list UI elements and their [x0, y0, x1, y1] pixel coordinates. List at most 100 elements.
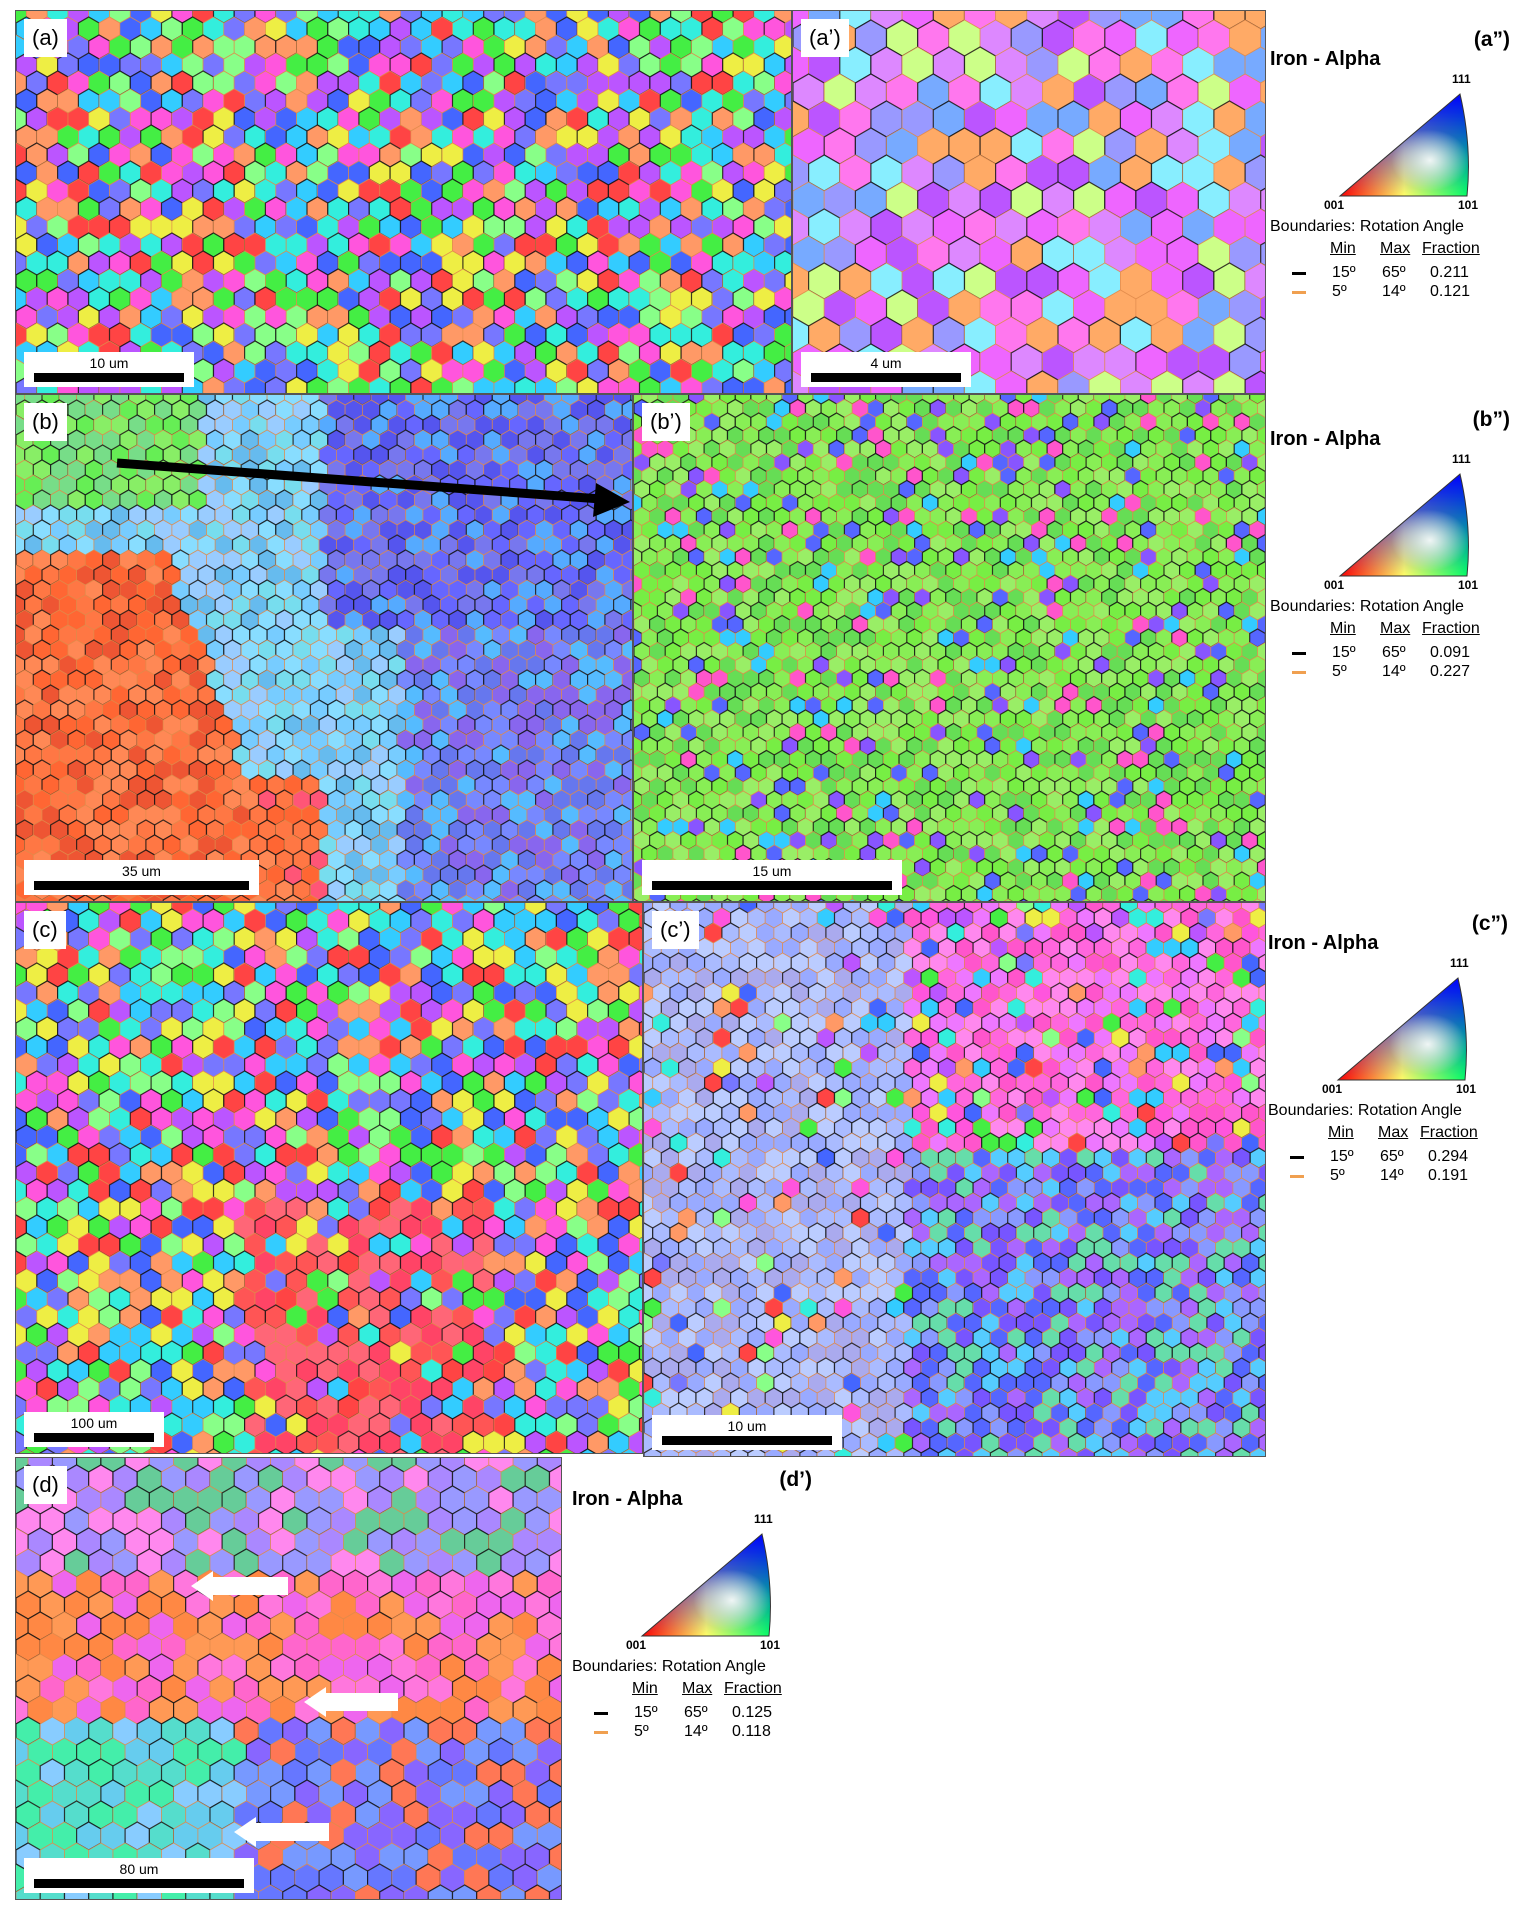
panel-label: (b’) — [642, 403, 690, 441]
ebsd-map-panel: (c) 100 um — [15, 902, 643, 1454]
scale-bar-text: 35 um — [122, 863, 161, 879]
grain — [16, 903, 27, 916]
grain — [1085, 884, 1103, 901]
grain — [1257, 588, 1265, 607]
grain — [784, 19, 791, 39]
ebsd-map-panel: (a’) 4 um — [792, 10, 1266, 394]
grain — [16, 11, 27, 24]
arrow-shaft — [116, 458, 602, 504]
grain — [878, 898, 889, 901]
scale-bar-line — [34, 881, 249, 890]
grain — [1264, 444, 1265, 454]
grain — [630, 508, 632, 522]
grain — [691, 898, 702, 901]
grain — [1257, 615, 1265, 634]
grain — [707, 898, 717, 901]
grain — [1128, 898, 1138, 901]
grain — [630, 538, 632, 552]
grain — [1264, 660, 1265, 670]
grain — [784, 127, 791, 147]
grain — [1256, 830, 1265, 851]
grain — [738, 898, 748, 901]
grain — [630, 395, 632, 402]
grain — [639, 985, 642, 1001]
grain — [1221, 898, 1232, 901]
grain — [1257, 669, 1265, 688]
grain — [16, 395, 26, 406]
grain — [630, 658, 632, 672]
ebsd-map-panel: (b) 35 um — [15, 394, 633, 902]
grain — [1256, 749, 1265, 770]
grain — [1050, 898, 1060, 901]
grain — [1264, 848, 1265, 860]
grain — [630, 598, 632, 612]
grain — [784, 343, 791, 363]
grain — [1175, 898, 1184, 901]
grain — [630, 838, 632, 852]
scale-bar: 4 um — [801, 352, 971, 387]
grain — [630, 688, 632, 702]
grain — [1257, 480, 1265, 499]
grain — [1257, 453, 1265, 472]
grain — [1035, 898, 1044, 901]
grain — [630, 418, 632, 432]
grain — [987, 898, 998, 901]
grain — [639, 949, 642, 965]
grain — [1264, 417, 1265, 427]
grain — [894, 898, 904, 901]
grain — [1253, 898, 1262, 901]
grain — [639, 1129, 642, 1145]
ebsd-map — [634, 395, 1265, 901]
grain — [639, 1165, 642, 1181]
ebsd-map — [16, 903, 642, 1453]
grain — [1264, 714, 1265, 724]
grain — [722, 898, 733, 901]
grain — [960, 884, 978, 901]
grain — [1256, 560, 1265, 581]
grain — [1112, 898, 1122, 901]
scale-bar-text: 4 um — [870, 355, 902, 371]
grain — [784, 163, 791, 183]
grain — [1264, 551, 1265, 563]
grain — [639, 1057, 642, 1073]
grain — [1264, 498, 1265, 508]
grain — [831, 898, 842, 901]
grain — [784, 90, 791, 112]
grain — [793, 11, 810, 30]
grain — [1190, 898, 1200, 901]
grain — [676, 898, 686, 901]
grain — [1237, 898, 1247, 901]
grain — [1003, 898, 1013, 901]
grain — [1260, 296, 1265, 320]
grain — [784, 54, 791, 76]
grain — [1256, 803, 1265, 824]
grain — [634, 395, 643, 405]
grain — [1206, 898, 1216, 901]
grain — [1256, 857, 1265, 878]
grain — [754, 898, 763, 901]
grain — [1264, 741, 1265, 751]
scale-bar-line — [34, 373, 184, 382]
grain — [784, 270, 791, 292]
grain — [639, 913, 642, 929]
grain — [910, 898, 919, 901]
grain — [645, 898, 654, 901]
grain — [630, 568, 632, 582]
grain — [769, 898, 779, 901]
grain — [1257, 723, 1265, 742]
grain — [1257, 885, 1265, 901]
grain — [1007, 884, 1025, 901]
grain — [1019, 898, 1029, 901]
grain — [630, 448, 632, 462]
grain — [1257, 642, 1265, 661]
panel-label: (a’) — [801, 19, 849, 57]
grain — [1257, 399, 1265, 418]
grain — [630, 808, 632, 822]
grain — [1256, 533, 1265, 554]
grain — [784, 235, 791, 255]
panel-label: (a) — [24, 19, 67, 57]
grain — [1143, 898, 1154, 901]
grain — [945, 884, 962, 901]
grain — [660, 898, 670, 901]
